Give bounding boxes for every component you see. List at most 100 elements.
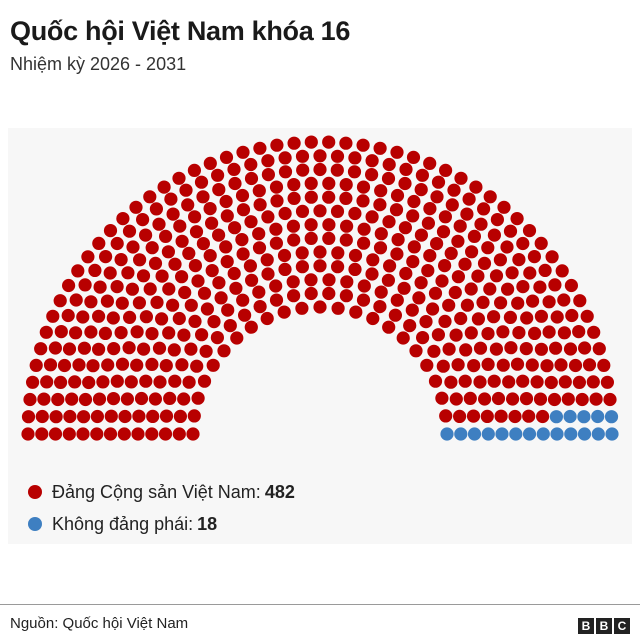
seat-cpv	[366, 253, 380, 267]
seat-cpv	[427, 344, 441, 358]
seat-cpv	[459, 343, 473, 357]
seat-cpv	[483, 282, 497, 296]
seat-cpv	[471, 269, 485, 283]
seat-cpv	[435, 274, 449, 288]
seat-cpv	[523, 266, 537, 280]
seat-cpv	[92, 392, 107, 406]
seat-cpv	[340, 275, 354, 289]
seat-cpv	[243, 259, 257, 273]
seat-cpv	[403, 319, 417, 333]
seat-cpv	[86, 359, 100, 373]
seat-cpv	[477, 256, 492, 270]
seat-cpv	[505, 266, 519, 280]
seat-cpv	[261, 168, 275, 182]
seat-cpv	[145, 327, 159, 341]
seat-cpv	[139, 228, 153, 242]
seat-cpv	[474, 217, 488, 231]
seat-cpv	[220, 209, 234, 223]
seat-cpv	[304, 218, 318, 232]
seat-cpv	[545, 250, 559, 264]
seat-cpv	[558, 375, 572, 389]
seat-cpv	[167, 343, 181, 357]
seat-cpv	[322, 286, 336, 301]
seat-cpv	[466, 409, 481, 423]
seat-cpv	[489, 269, 504, 283]
seat-cpv	[190, 359, 204, 373]
seat-cpv	[597, 358, 611, 372]
seat-cpv	[162, 326, 176, 340]
seat-cpv	[382, 320, 396, 334]
seat-cpv	[195, 328, 209, 342]
seat-cpv	[348, 206, 362, 221]
seat-cpv	[236, 247, 250, 261]
seat-cpv	[365, 168, 379, 182]
seat-cpv	[439, 163, 453, 177]
seat-cpv	[269, 236, 283, 250]
seat-cpv	[390, 293, 404, 307]
seat-cpv	[447, 183, 461, 197]
seat-cpv	[37, 392, 51, 406]
seat-cpv	[122, 224, 137, 238]
seat-cpv	[444, 375, 458, 389]
legend-label-independent: Không đảng phái	[52, 513, 189, 534]
seat-cpv	[430, 190, 444, 204]
seat-cpv	[244, 215, 258, 229]
seat-cpv	[313, 162, 327, 177]
seat-cpv	[134, 391, 149, 406]
seat-cpv	[158, 427, 173, 441]
seat-cpv	[419, 315, 433, 329]
seat-cpv	[63, 409, 77, 424]
seat-cpv	[118, 409, 132, 424]
legend-value-cpv: 482	[264, 481, 295, 502]
seat-independent	[522, 427, 537, 441]
seat-cpv	[103, 266, 117, 280]
seat-cpv	[278, 165, 293, 179]
seat-independent	[536, 427, 550, 441]
seat-cpv	[261, 267, 275, 281]
seat-cpv	[550, 310, 564, 324]
seat-cpv	[373, 241, 388, 255]
seat-cpv	[399, 266, 413, 281]
seat-cpv	[580, 309, 594, 323]
seat-cpv	[35, 427, 49, 441]
seat-cpv	[331, 260, 345, 274]
seat-cpv	[339, 136, 353, 150]
seat-cpv	[464, 282, 478, 296]
seat-cpv	[186, 427, 200, 441]
seat-cpv	[587, 325, 601, 339]
seat-cpv	[348, 248, 363, 263]
seat-cpv	[129, 200, 143, 214]
seat-cpv	[90, 409, 104, 424]
seat-cpv	[549, 341, 563, 355]
seat-cpv	[88, 263, 102, 277]
seat-cpv	[313, 204, 327, 218]
seat-cpv	[313, 149, 327, 163]
seat-cpv	[356, 180, 371, 194]
seat-cpv	[366, 311, 380, 326]
seat-cpv	[179, 183, 193, 197]
seat-cpv	[533, 280, 547, 294]
seat-cpv	[421, 264, 435, 278]
seat-cpv	[600, 375, 615, 389]
seat-cpv	[72, 358, 86, 372]
seat-cpv	[35, 409, 49, 424]
seat-cpv	[115, 296, 129, 310]
seat-cpv	[187, 409, 201, 423]
seat-independent	[604, 410, 619, 424]
seat-cpv	[175, 234, 189, 248]
seat-cpv	[374, 227, 388, 241]
seat-cpv	[322, 190, 336, 204]
seat-cpv	[504, 341, 518, 355]
seat-cpv	[389, 203, 404, 217]
seat-cpv	[374, 184, 388, 198]
seat-cpv	[381, 273, 395, 287]
seat-cpv	[98, 326, 112, 340]
legend-label-cpv: Đảng Cộng sản Việt Nam	[52, 481, 256, 502]
seat-cpv	[287, 191, 301, 205]
seat-cpv	[423, 156, 437, 170]
seat-independent	[440, 427, 454, 441]
seat-cpv	[340, 219, 354, 233]
seat-cpv	[494, 296, 508, 310]
seat-cpv	[159, 359, 173, 373]
bbc-logo-letter: B	[578, 618, 594, 634]
